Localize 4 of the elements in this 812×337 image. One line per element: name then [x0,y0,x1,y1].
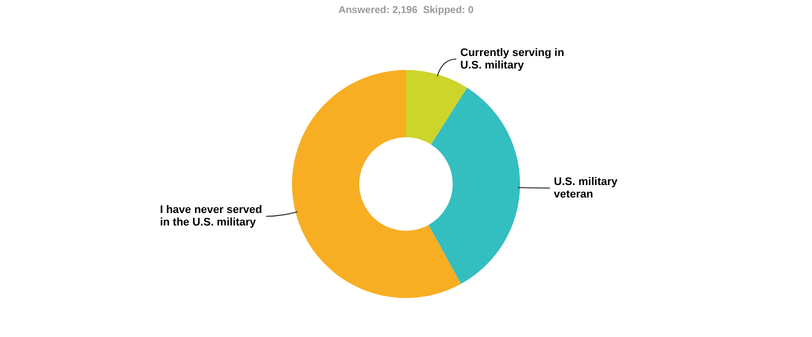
slice-label: I have never served in the U.S. military [160,204,262,229]
slice-label: U.S. military veteran [554,176,618,200]
slice-label: Currently serving in U.S. military [460,46,564,72]
chart-title: Answered: 2,196 Skipped: 0 [337,5,475,16]
